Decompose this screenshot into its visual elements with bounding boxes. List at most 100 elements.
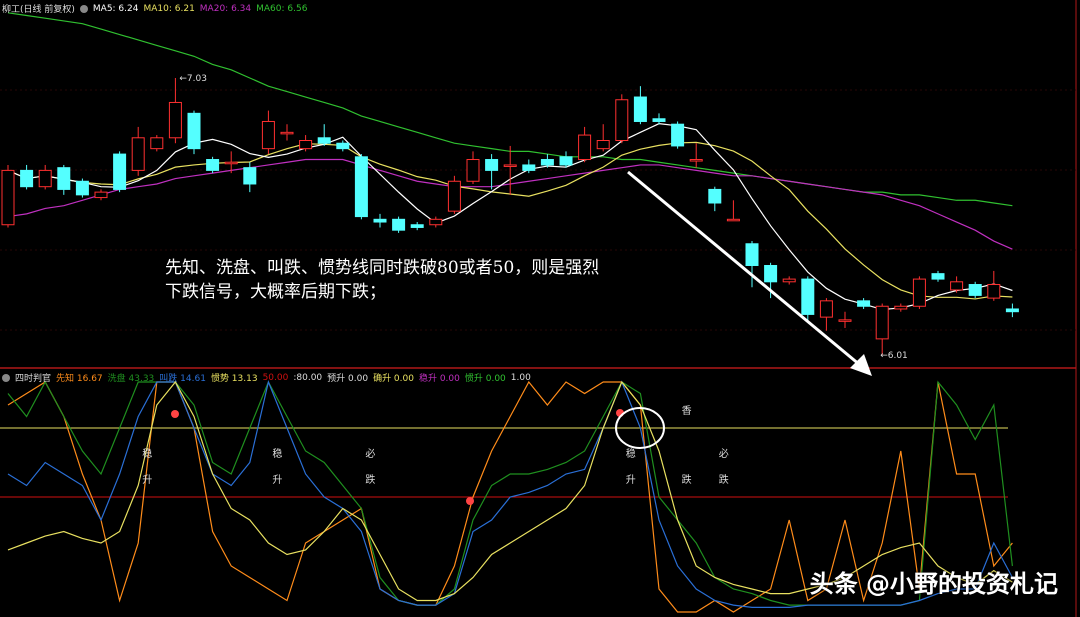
candlestick [224,151,238,174]
annotation-line-1: 先知、洗盘、叫跌、惯势线同时跌破80或者50，则是强烈 [165,258,600,278]
candle-body [764,265,778,283]
indicator-value-4: 50.00 [262,372,289,383]
candlestick [708,186,722,212]
indicator-line-3 [7,380,1013,602]
indicator-value-10: 1.00 [510,372,531,383]
candlestick [373,213,387,228]
signal-label-top: 稳 [142,447,152,460]
candlestick [503,145,517,195]
candle-body [57,167,71,190]
candlestick [987,270,1001,301]
trend-arrow-head [850,354,872,376]
candle-body [113,153,127,190]
indicator-value-5: :80.00 [293,372,323,383]
candle-body [131,137,145,171]
candlestick [782,276,796,285]
candle-body [726,218,740,222]
candlestick [857,298,871,309]
candle-body [950,281,964,291]
candlestick [485,154,499,190]
candle-body [392,218,406,231]
candle-body [1,169,15,226]
candlestick [912,276,926,309]
candlestick [726,200,740,222]
candle-body [671,123,685,147]
candle-body [801,278,815,315]
indicator-value-8: 稳升 0.00 [418,374,460,384]
ma5-label: MA5: 6.24 [92,3,139,14]
candlestick [466,151,480,184]
candlestick [299,135,313,152]
stock-title[interactable]: 柳工(日线 前复权) [2,5,75,15]
candlestick [113,151,127,193]
ma10-label: MA10: 6.21 [143,3,195,14]
watermark: 头条 @小野的投资札记 [809,570,1058,598]
candlestick [671,121,685,149]
candle-body [819,300,833,318]
candlestick [168,78,182,144]
candle-body [354,156,368,218]
candle-body [987,284,1001,299]
candle-body [168,101,182,139]
candle-body [689,159,703,162]
trend-arrow-line [627,170,861,367]
indicator-value-2: 叫跌 14.61 [159,374,206,384]
candle-body [540,159,554,166]
candle-body [857,300,871,307]
candlestick [38,164,52,190]
candle-body [745,243,759,266]
high-price-label: ←7.03 [179,74,207,84]
indicator-name[interactable]: 四时判官 [15,374,52,384]
candle-body [485,159,499,171]
candlestick [131,126,145,176]
candle-body [94,191,108,199]
candle-body [429,218,443,226]
indicator-value-3: 惯势 13.13 [210,374,258,384]
candle-body [894,305,908,310]
candlestick [94,189,108,201]
annotation-text: 先知、洗盘、叫跌、惯势线同时跌破80或者50，则是强烈 下跌信号，大概率后期下跌… [165,256,599,304]
candlestick [689,143,703,168]
candlestick [317,124,331,146]
candlestick [447,175,461,214]
indicator-value-0: 先知 16.67 [56,374,103,384]
candlestick [522,159,536,174]
signal-label-top: 必 [365,447,375,460]
candle-body [1005,308,1019,313]
ma60-label: MA60: 6.56 [256,3,308,14]
candlestick [968,281,982,299]
candlestick [150,135,164,152]
signal-marker [171,410,179,418]
candlestick [429,216,443,228]
candle-body [596,140,610,150]
candle-body [206,159,220,171]
ma20-label: MA20: 6.34 [199,3,252,14]
annotation-line-2: 下跌信号，大概率后期下跌； [165,282,386,302]
candle-body [652,118,666,122]
candle-body [615,99,629,141]
candle-body [522,164,536,171]
candlestick [652,113,666,125]
price-panel-header: 柳工(日线 前复权) MA5: 6.24 MA10: 6.21 MA20: 6.… [2,2,308,16]
candle-body [503,164,517,167]
candlestick [875,303,889,356]
signal-marker [466,497,474,505]
candlestick [392,216,406,233]
candlestick [20,164,34,190]
candle-body [299,140,313,150]
candle-body [782,278,796,283]
candlestick [540,154,554,168]
candlestick [633,86,647,125]
low-price-label: ←6.01 [880,351,908,361]
candlestick [187,110,201,155]
candlestick [243,162,257,193]
candlestick [206,156,220,174]
settings-icon[interactable] [79,4,88,13]
indicator-icon[interactable] [2,373,10,382]
indicator-value-6: 预升 0.00 [327,374,369,384]
candle-body [708,188,722,204]
candle-body [931,273,945,280]
candle-body [336,142,350,150]
candlestick [57,164,71,195]
